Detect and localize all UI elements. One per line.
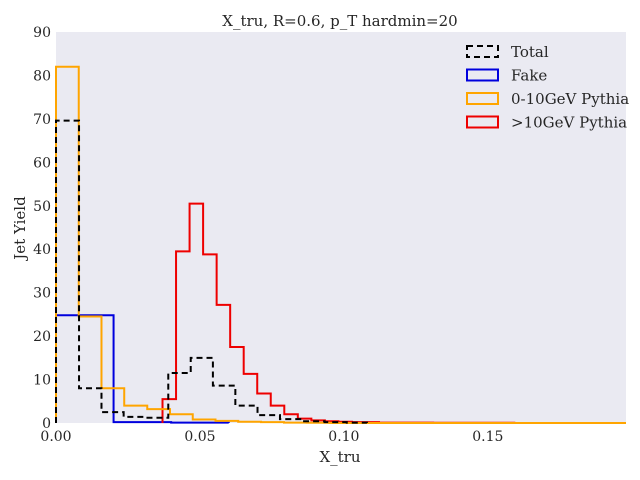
y-tick-label: 80 xyxy=(33,68,51,84)
series-line xyxy=(55,314,230,424)
legend-swatch xyxy=(466,115,499,129)
y-tick-label: 70 xyxy=(33,112,51,128)
plot-area xyxy=(56,32,626,423)
y-tick-label: 10 xyxy=(33,373,51,389)
y-tick-label: 20 xyxy=(33,329,51,345)
x-tick-label: 0.10 xyxy=(328,429,359,445)
y-axis-label: Jet Yield xyxy=(11,196,29,262)
y-tick-label: 0 xyxy=(42,416,51,432)
y-tick-label: 40 xyxy=(33,242,51,258)
x-tick-label: 0.05 xyxy=(184,429,215,445)
legend-label: >10GeV Pythia xyxy=(511,114,627,132)
legend-label: 0-10GeV Pythia xyxy=(511,90,629,108)
legend-label: Total xyxy=(511,43,549,61)
x-tick-label: 0.00 xyxy=(40,429,71,445)
legend: Total Fake 0-10GeV Pythia >10GeV Pythia xyxy=(466,43,629,132)
y-tick-label: 50 xyxy=(33,199,51,215)
x-tick-label: 0.15 xyxy=(472,429,503,445)
legend-swatch xyxy=(466,68,499,82)
legend-swatch xyxy=(466,92,499,105)
y-tick-label: 30 xyxy=(33,286,51,302)
series-line xyxy=(55,65,626,424)
series-line xyxy=(55,119,368,424)
legend-label: Fake xyxy=(511,67,547,85)
y-tick-label: 60 xyxy=(33,155,51,171)
legend-swatch xyxy=(466,45,499,58)
y-tick-label: 90 xyxy=(33,25,51,41)
chart-title: X_tru, R=0.6, p_T hardmin=20 xyxy=(222,12,457,30)
x-axis-ticks: 0.00 0.05 0.10 0.15 xyxy=(40,429,503,445)
series-layer xyxy=(55,65,626,424)
y-axis-ticks: 0 10 20 30 40 50 60 70 80 90 xyxy=(33,25,51,432)
x-axis-label: X_tru xyxy=(319,448,360,466)
